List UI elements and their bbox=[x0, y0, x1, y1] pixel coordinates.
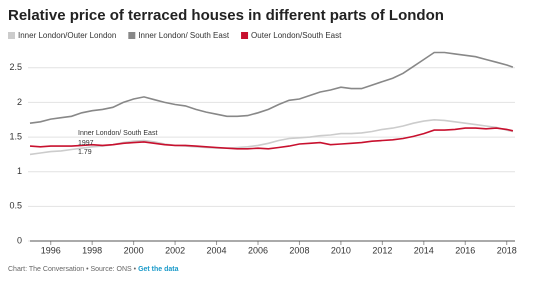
x-tick-label: 2018 bbox=[497, 245, 517, 255]
x-tick-label: 2014 bbox=[414, 245, 434, 255]
legend-swatch bbox=[128, 32, 136, 39]
y-tick-label: 2 bbox=[17, 97, 22, 107]
x-tick-label: 2008 bbox=[289, 245, 309, 255]
footer-source-text: Chart: The Conversation • Source: ONS • bbox=[8, 266, 138, 273]
legend-label: Inner London/ South East bbox=[138, 31, 230, 40]
x-tick-label: 1998 bbox=[82, 245, 102, 255]
get-data-link[interactable]: Get the data bbox=[138, 266, 179, 273]
chart-title: Relative price of terraced houses in dif… bbox=[8, 7, 444, 24]
legend: Inner London/Outer London Inner London/ S… bbox=[8, 31, 342, 40]
annotation-value: 1.79 bbox=[78, 149, 92, 156]
x-tick-label: 1996 bbox=[41, 245, 61, 255]
annotation-x: 1997 bbox=[78, 140, 94, 147]
y-tick-label: 1 bbox=[17, 166, 22, 176]
y-tick-label: 0 bbox=[17, 235, 22, 245]
x-tick-label: 2002 bbox=[165, 245, 185, 255]
x-tick-label: 2010 bbox=[331, 245, 351, 255]
y-tick-label: 1.5 bbox=[9, 131, 22, 141]
x-tick-label: 2016 bbox=[455, 245, 475, 255]
x-tick-label: 2004 bbox=[207, 245, 227, 255]
x-tick-label: 2012 bbox=[372, 245, 392, 255]
legend-swatch bbox=[8, 32, 15, 39]
y-tick-label: 0.5 bbox=[9, 201, 22, 211]
legend-label: Inner London/Outer London bbox=[18, 31, 116, 40]
series-line bbox=[29, 127, 514, 150]
y-tick-label: 2.5 bbox=[9, 62, 22, 72]
series-line bbox=[29, 51, 514, 124]
x-tick-label: 2006 bbox=[248, 245, 268, 255]
x-tick-label: 2000 bbox=[124, 245, 144, 255]
footer-source: Chart: The Conversation • Source: ONS • … bbox=[8, 266, 179, 273]
legend-label: Outer London/South East bbox=[251, 31, 342, 40]
legend-swatch bbox=[241, 32, 249, 39]
annotation-label: Inner London/ South East bbox=[78, 130, 157, 137]
